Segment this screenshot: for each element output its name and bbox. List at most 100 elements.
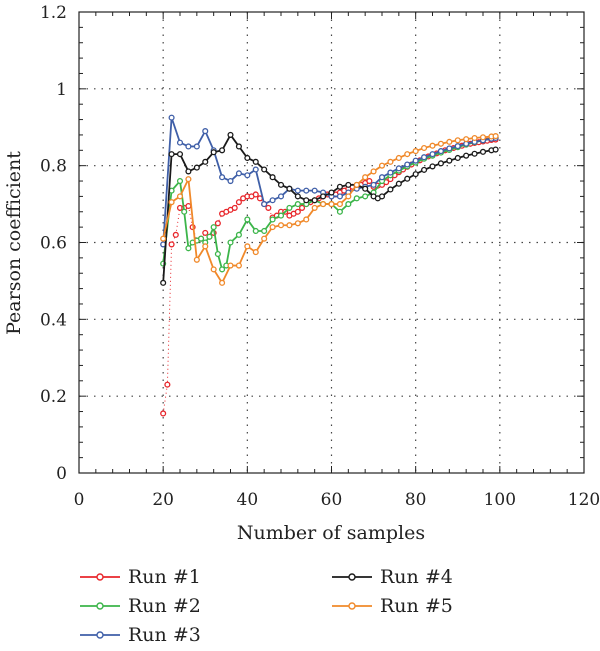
- data-point: [185, 176, 192, 183]
- legend-marker: [96, 573, 104, 581]
- data-point: [210, 224, 217, 231]
- y-axis-title: Pearson coefficient: [3, 151, 25, 335]
- data-point: [286, 185, 293, 192]
- data-point: [362, 193, 369, 200]
- legend-item: Run #4: [332, 566, 453, 588]
- x-tick-label: 40: [237, 490, 259, 510]
- data-point: [176, 139, 184, 146]
- series-5: [160, 133, 499, 286]
- data-point: [286, 222, 293, 229]
- data-point: [362, 185, 369, 192]
- grid: [79, 12, 584, 473]
- data-point: [463, 152, 470, 159]
- data-point: [353, 195, 360, 202]
- data-point: [193, 256, 200, 263]
- data-point: [210, 149, 217, 156]
- data-point: [378, 193, 386, 200]
- data-point: [286, 204, 293, 211]
- data-point: [269, 197, 276, 204]
- data-point: [160, 410, 167, 417]
- data-point: [219, 279, 226, 286]
- data-point: [252, 249, 259, 256]
- data-point: [387, 158, 394, 165]
- data-point: [366, 177, 373, 185]
- legend: Run #1 Run #2 Run #3 Run #4 Run #5: [80, 566, 453, 646]
- data-point: [164, 381, 171, 388]
- axis-ticks: 0 20 40 60 80 100 120 0 0.2 0.4 0.6 0.8 1 1.2: [40, 3, 600, 510]
- data-point: [265, 204, 272, 211]
- data-point: [492, 146, 499, 153]
- data-point: [336, 201, 343, 208]
- data-point: [328, 189, 335, 196]
- data-point: [244, 154, 251, 162]
- data-point: [202, 243, 209, 250]
- data-point: [168, 241, 175, 248]
- legend-label: Run #5: [380, 595, 453, 617]
- data-point: [160, 235, 167, 242]
- data-point: [252, 227, 259, 235]
- data-point: [252, 166, 259, 173]
- data-point: [252, 158, 259, 165]
- data-point: [336, 193, 343, 200]
- data-point: [437, 140, 444, 147]
- data-point: [214, 250, 221, 258]
- y-tick-label: 0: [56, 464, 67, 484]
- data-point: [387, 169, 394, 176]
- data-point: [176, 151, 184, 158]
- data-point: [345, 193, 352, 200]
- data-point: [320, 201, 327, 208]
- data-point: [412, 157, 419, 164]
- data-point: [404, 161, 411, 168]
- data-point: [353, 181, 360, 188]
- data-point: [185, 168, 192, 175]
- data-point: [219, 147, 226, 154]
- data-point: [421, 154, 428, 161]
- data-point: [311, 187, 318, 194]
- data-point: [463, 136, 470, 143]
- data-point: [311, 197, 318, 204]
- data-point: [429, 142, 436, 149]
- data-point: [370, 181, 377, 188]
- legend-item: Run #1: [80, 566, 201, 588]
- data-point: [471, 134, 478, 142]
- data-point: [193, 164, 200, 171]
- data-point: [429, 151, 436, 158]
- data-point: [185, 143, 192, 150]
- data-point: [437, 160, 444, 167]
- data-point: [202, 229, 209, 236]
- data-point: [370, 168, 377, 175]
- data-point: [227, 177, 234, 185]
- data-point: [168, 199, 175, 206]
- data-point: [446, 157, 453, 164]
- legend-item: Run #2: [80, 595, 201, 617]
- data-point: [421, 144, 428, 152]
- data-point: [168, 114, 175, 121]
- data-point: [429, 163, 436, 170]
- data-point: [227, 131, 234, 138]
- data-point: [202, 128, 209, 135]
- data-point: [336, 208, 343, 215]
- data-point: [345, 201, 352, 208]
- data-point: [294, 220, 301, 227]
- data-point: [404, 151, 411, 158]
- data-point: [294, 201, 301, 208]
- data-point: [492, 133, 499, 140]
- data-point: [235, 143, 242, 150]
- data-point: [176, 177, 184, 185]
- data-point: [479, 148, 487, 155]
- data-point: [269, 216, 276, 223]
- data-point: [210, 266, 217, 273]
- x-tick-label: 80: [405, 490, 427, 510]
- data-point: [395, 180, 402, 187]
- series-3: [160, 114, 499, 248]
- data-point: [227, 239, 234, 246]
- legend-label: Run #1: [128, 566, 201, 588]
- data-point: [214, 220, 221, 227]
- data-point: [172, 231, 179, 238]
- data-point: [227, 262, 234, 269]
- data-point: [479, 134, 487, 141]
- data-point: [206, 233, 213, 240]
- data-point: [395, 154, 402, 162]
